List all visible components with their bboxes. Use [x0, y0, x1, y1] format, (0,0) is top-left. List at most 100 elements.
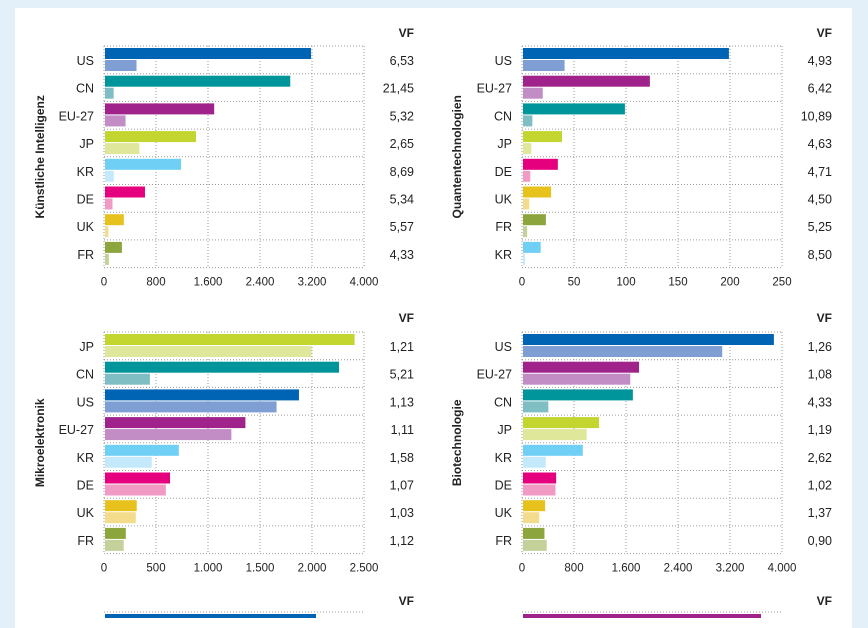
- category-label: US: [495, 340, 512, 354]
- x-tick-label: 800: [564, 563, 583, 575]
- x-tick-label: 0: [519, 277, 525, 289]
- vf-value: 1,21: [390, 340, 414, 354]
- vf-header: VF: [817, 594, 832, 608]
- category-label: DE: [495, 479, 512, 493]
- bar-uk-earlier: [105, 512, 136, 524]
- category-label: US: [77, 54, 94, 68]
- bar-uk-recent: [523, 186, 552, 198]
- bar-de-recent: [523, 158, 558, 170]
- chart-title: Künstliche Intelligenz: [33, 95, 47, 218]
- vf-value: 1,08: [808, 368, 832, 382]
- bar-uk-earlier: [523, 512, 540, 524]
- chart-title: Mikroelektronik: [33, 398, 47, 487]
- x-tick-label: 1.500: [246, 563, 275, 575]
- vf-value: 6,53: [390, 54, 414, 68]
- bar-partial: [523, 614, 761, 618]
- vf-value: 21,45: [383, 82, 414, 96]
- x-tick-label: 500: [146, 563, 165, 575]
- vf-value: 1,13: [390, 395, 414, 409]
- bar-fr-recent: [105, 241, 122, 253]
- x-tick-label: 200: [720, 277, 739, 289]
- x-tick-label: 3.200: [298, 277, 327, 289]
- bar-kr-earlier: [105, 456, 152, 468]
- category-label: UK: [77, 506, 95, 520]
- chart-1: 0 800 1.600 2.400 3.200 4.000 VF Künstliche Int…: [33, 26, 414, 289]
- vf-value: 1,02: [808, 479, 832, 493]
- bar-kr-earlier: [523, 253, 526, 265]
- bar-cn-earlier: [523, 401, 549, 413]
- bar-us-earlier: [523, 346, 723, 357]
- bar-fr-recent: [105, 527, 126, 539]
- bar-kr-recent: [105, 444, 179, 456]
- bar-kr-earlier: [105, 170, 114, 182]
- bar-eu-27-earlier: [523, 87, 543, 99]
- bar-jp-recent: [523, 417, 600, 429]
- chart-title: Quantentechnologien: [450, 95, 464, 218]
- category-label: EU-27: [59, 109, 94, 123]
- category-label: KR: [77, 165, 94, 179]
- category-label: JP: [79, 137, 94, 151]
- bar-jp-recent: [523, 131, 562, 143]
- bar-jp-earlier: [523, 143, 532, 155]
- bar-us-recent: [523, 334, 774, 345]
- category-label: UK: [77, 220, 95, 234]
- category-label: EU-27: [477, 368, 512, 382]
- chart-4: 0 800 1.600 2.400 3.200 4.000 VF Biotechnologie…: [450, 311, 832, 575]
- bar-de-recent: [523, 472, 557, 484]
- chart-3: 0 500 1.000 1.500 2.000 2.500 VF Mikroelektroni…: [33, 311, 414, 575]
- vf-value: 5,21: [390, 368, 414, 382]
- x-tick-label: 150: [668, 277, 687, 289]
- bar-de-earlier: [105, 484, 166, 496]
- vf-value: 4,33: [808, 395, 832, 409]
- bar-uk-recent: [105, 214, 124, 226]
- category-label: JP: [497, 137, 512, 151]
- category-label: FR: [77, 248, 94, 262]
- vf-header: VF: [817, 26, 832, 40]
- bar-fr-recent: [523, 527, 545, 539]
- bar-de-earlier: [523, 484, 556, 496]
- bar-uk-recent: [523, 500, 546, 512]
- category-label: CN: [76, 368, 94, 382]
- chart-2: 0 50 100 150 200 250 VF Quantentechnologien US 4,…: [450, 26, 832, 289]
- vf-value: 1,19: [808, 423, 832, 437]
- category-label: DE: [495, 165, 512, 179]
- category-label: FR: [495, 220, 512, 234]
- category-label: FR: [495, 534, 512, 548]
- bar-eu-27-recent: [105, 417, 246, 429]
- bar-us-earlier: [105, 401, 277, 413]
- bar-eu-27-recent: [523, 75, 650, 87]
- vf-value: 4,71: [808, 165, 832, 179]
- bar-fr-recent: [523, 214, 546, 226]
- vf-value: 8,50: [808, 248, 832, 262]
- category-label: DE: [77, 479, 94, 493]
- x-tick-label: 1.600: [612, 563, 641, 575]
- vf-value: 4,63: [808, 137, 832, 151]
- bar-jp-recent: [105, 334, 355, 345]
- bar-cn-earlier: [105, 87, 114, 99]
- partial-chart-1: VF: [104, 594, 414, 618]
- category-label: KR: [77, 451, 94, 465]
- bar-kr-recent: [523, 241, 541, 253]
- bar-uk-earlier: [105, 226, 109, 238]
- bar-kr-recent: [105, 158, 182, 170]
- bar-us-recent: [523, 48, 729, 59]
- vf-value: 5,34: [390, 193, 414, 207]
- vf-header: VF: [399, 594, 414, 608]
- category-label: US: [77, 395, 94, 409]
- bar-cn-earlier: [105, 373, 150, 385]
- x-tick-label: 250: [772, 277, 791, 289]
- vf-value: 1,07: [390, 479, 414, 493]
- bar-fr-earlier: [523, 226, 528, 238]
- bar-jp-recent: [105, 131, 196, 143]
- vf-header: VF: [817, 311, 832, 325]
- category-label: DE: [77, 193, 94, 207]
- bar-cn-recent: [105, 361, 339, 373]
- x-tick-label: 800: [146, 277, 165, 289]
- vf-value: 6,42: [808, 82, 832, 96]
- vf-value: 2,65: [390, 137, 414, 151]
- x-tick-label: 100: [616, 277, 635, 289]
- bar-eu-27-recent: [105, 103, 215, 115]
- x-tick-label: 1.600: [194, 277, 223, 289]
- category-label: JP: [79, 340, 94, 354]
